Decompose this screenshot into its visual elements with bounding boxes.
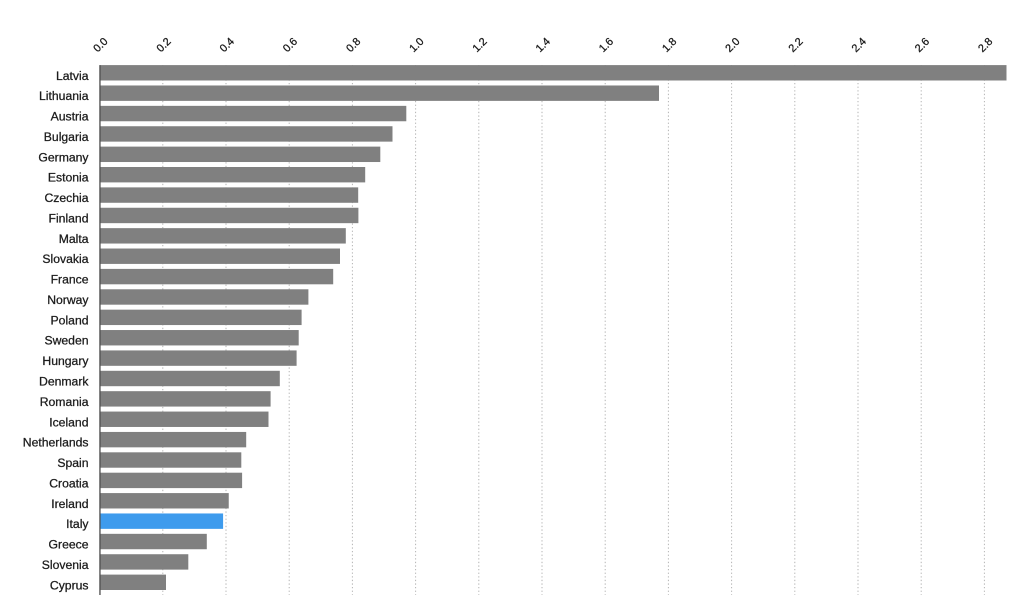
svg-text:Czechia: Czechia xyxy=(44,191,88,205)
svg-text:Sweden: Sweden xyxy=(44,334,88,348)
svg-text:Bulgaria: Bulgaria xyxy=(44,130,89,144)
svg-text:Ireland: Ireland xyxy=(51,497,88,511)
svg-text:Austria: Austria xyxy=(51,110,89,124)
svg-text:Greece: Greece xyxy=(49,538,89,552)
svg-text:Malta: Malta xyxy=(59,232,89,246)
svg-text:Croatia: Croatia xyxy=(49,476,89,490)
svg-text:Italy: Italy xyxy=(66,517,89,531)
svg-text:Slovenia: Slovenia xyxy=(42,558,89,572)
svg-text:Romania: Romania xyxy=(40,395,89,409)
svg-text:Latvia: Latvia xyxy=(56,69,89,83)
svg-text:Slovakia: Slovakia xyxy=(42,252,88,266)
svg-text:Norway: Norway xyxy=(47,293,89,307)
svg-text:Denmark: Denmark xyxy=(39,375,89,389)
svg-text:Hungary: Hungary xyxy=(42,354,89,368)
svg-text:Lithuania: Lithuania xyxy=(39,89,89,103)
svg-text:Spain: Spain xyxy=(57,456,88,470)
svg-text:Germany: Germany xyxy=(38,150,89,164)
svg-text:Estonia: Estonia xyxy=(48,171,89,185)
svg-text:Netherlands: Netherlands xyxy=(23,436,89,450)
svg-text:Iceland: Iceland xyxy=(49,415,88,429)
svg-text:Cyprus: Cyprus xyxy=(50,578,89,592)
svg-text:France: France xyxy=(51,273,89,287)
svg-text:Poland: Poland xyxy=(51,313,89,327)
svg-text:Finland: Finland xyxy=(49,211,89,225)
